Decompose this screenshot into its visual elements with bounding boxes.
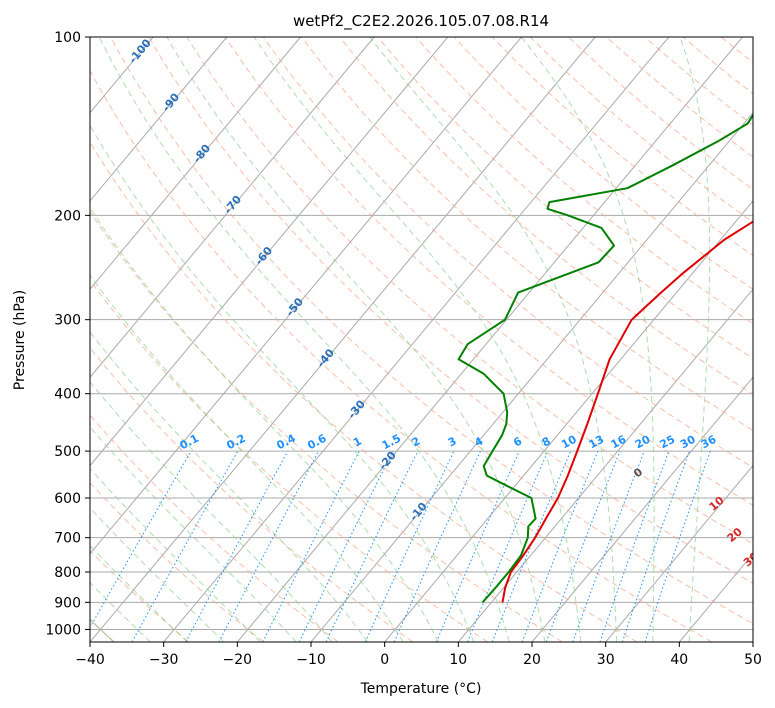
mixing-ratio-line xyxy=(262,450,360,642)
dewpoint-profile-line xyxy=(457,113,753,603)
profile-lines xyxy=(457,113,753,603)
dry-adiabat-line xyxy=(90,69,712,642)
y-tick-label: 400 xyxy=(54,387,81,403)
background-lines xyxy=(90,37,753,642)
mixing-ratio-line xyxy=(572,450,645,642)
isotherm-line xyxy=(531,376,753,642)
isotherm-line xyxy=(90,37,449,467)
dry-adiabat-line xyxy=(110,37,753,625)
y-tick-label: 500 xyxy=(54,444,81,460)
dry-adiabat-line xyxy=(415,37,753,325)
y-tick-label: 900 xyxy=(54,595,81,611)
moist-adiabat-label: 30 xyxy=(741,549,761,569)
plot-frame xyxy=(89,36,754,643)
moist-adiabat-line xyxy=(90,381,333,642)
x-tick-label: 40 xyxy=(670,652,688,668)
isotherm-line xyxy=(90,37,375,379)
mixing-ratio-line xyxy=(521,450,599,642)
mixing-ratio-line xyxy=(599,450,670,642)
dry-adiabat-line xyxy=(453,37,753,290)
dry-adiabat-line xyxy=(90,141,638,642)
isotherm-line xyxy=(163,37,670,642)
dry-adiabat-line xyxy=(148,37,753,584)
moist-adiabat-line xyxy=(679,37,711,642)
mixing-ratio-label: 10 xyxy=(559,433,579,452)
moist-adiabat-line xyxy=(253,37,582,642)
y-tick-label: 800 xyxy=(54,565,81,581)
chart-title: wetPf2_C2E2.2026.105.07.08.R14 xyxy=(293,12,549,31)
x-tick-label: 20 xyxy=(523,652,541,668)
isotherm-line xyxy=(90,37,228,202)
y-tick-label: 700 xyxy=(54,531,81,547)
mixing-ratio-label: 20 xyxy=(633,433,653,452)
moist-adiabat-line xyxy=(90,581,151,642)
isotherm-line xyxy=(384,200,753,642)
moist-adiabat-line xyxy=(90,124,475,642)
isotherm-line xyxy=(90,37,301,290)
y-tick-label: 200 xyxy=(54,208,81,224)
isotherm-line xyxy=(457,288,753,642)
dry-adiabat-line xyxy=(186,37,753,545)
mixing-ratio-line xyxy=(131,450,239,642)
axis-ticks: −40 −30 −20 −10 0 10 20 30 40 50 100 200 300 400 500 60… xyxy=(45,30,762,668)
moist-adiabat-line xyxy=(90,207,439,642)
x-tick-label: 30 xyxy=(597,652,615,668)
moist-adiabat-line xyxy=(90,274,404,642)
x-tick-label: −20 xyxy=(223,652,253,668)
isotherm-line xyxy=(605,464,753,642)
x-tick-label: −40 xyxy=(75,652,105,668)
dry-adiabat-line xyxy=(90,550,190,642)
mixing-ratio-line xyxy=(435,450,520,642)
moist-adiabat-line xyxy=(90,507,225,642)
dry-adiabat-line xyxy=(377,37,753,360)
moist-adiabat-line xyxy=(521,37,655,642)
mixing-ratio-label: 25 xyxy=(658,433,678,452)
moist-adiabat-line xyxy=(90,331,369,642)
y-tick-label: 600 xyxy=(54,491,81,507)
y-tick-label: 300 xyxy=(54,313,81,329)
moist-adiabat-line xyxy=(90,544,188,642)
x-tick-label: 50 xyxy=(744,652,762,668)
dry-adiabat-line xyxy=(90,279,488,642)
x-tick-label: −30 xyxy=(149,652,179,668)
y-tick-label: 100 xyxy=(54,30,81,46)
isotherm-line xyxy=(236,37,743,642)
x-tick-label: 0 xyxy=(380,652,389,668)
moist-adiabat-line xyxy=(98,37,510,642)
mixing-ratio-line xyxy=(467,450,549,642)
moist-adiabat-line xyxy=(166,37,546,642)
mixing-ratio-label: 30 xyxy=(678,433,698,452)
mixing-ratio-line xyxy=(621,450,690,642)
mixing-ratio-line xyxy=(545,450,621,642)
mixing-ratio-line xyxy=(393,450,481,642)
x-axis-label: Temperature (°C) xyxy=(360,681,482,697)
dry-adiabat-line xyxy=(90,347,414,642)
x-tick-label: 10 xyxy=(449,652,467,668)
y-axis-label: Pressure (hPa) xyxy=(12,290,28,390)
mixing-ratio-line xyxy=(491,450,572,642)
x-tick-label: −10 xyxy=(296,652,326,668)
temperature-profile-line xyxy=(501,220,753,603)
mixing-ratio-line xyxy=(298,450,394,642)
isotherm-line xyxy=(90,37,596,642)
y-tick-label: 1000 xyxy=(45,622,81,638)
mixing-ratio-label: 13 xyxy=(587,433,607,452)
mixing-ratio-label: 36 xyxy=(699,433,719,452)
mixing-ratio-line xyxy=(644,450,711,642)
mixing-ratio-line xyxy=(185,450,289,642)
isotherm-line xyxy=(90,37,522,555)
mixing-ratio-label: 16 xyxy=(609,433,629,452)
